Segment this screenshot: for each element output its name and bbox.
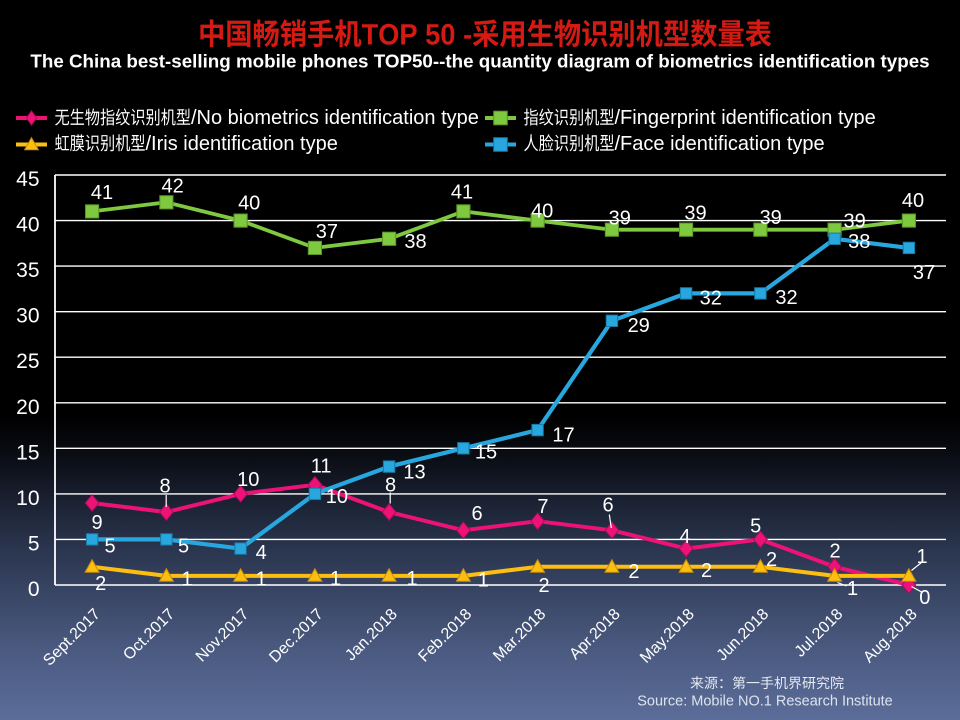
svg-text:11: 11	[311, 456, 332, 478]
svg-text:1: 1	[256, 568, 267, 590]
svg-text:29: 29	[628, 315, 650, 337]
svg-text:41: 41	[91, 182, 113, 204]
svg-text:39: 39	[843, 211, 865, 233]
svg-text:38: 38	[404, 231, 426, 253]
svg-text:1: 1	[181, 568, 192, 590]
svg-text:Dec.2017: Dec.2017	[266, 606, 327, 667]
svg-text:4: 4	[679, 526, 690, 548]
svg-text:Jan.2018: Jan.2018	[342, 606, 401, 665]
svg-text:10: 10	[237, 469, 259, 491]
svg-text:13: 13	[403, 462, 425, 484]
svg-text:0: 0	[28, 578, 40, 601]
svg-text:May.2018: May.2018	[637, 606, 698, 667]
svg-text:Source: Mobile NO.1 Research I: Source: Mobile NO.1 Research Institute	[637, 694, 892, 710]
svg-text:8: 8	[385, 475, 396, 497]
svg-text:39: 39	[684, 202, 706, 224]
svg-text:2: 2	[766, 549, 777, 571]
svg-text:7: 7	[537, 496, 548, 518]
svg-text:1: 1	[847, 578, 858, 600]
svg-text:2: 2	[701, 560, 712, 582]
svg-text:10: 10	[16, 487, 39, 510]
svg-text:45: 45	[16, 168, 39, 191]
svg-text:/Face identification type: /Face identification type	[615, 133, 825, 155]
svg-text:2: 2	[95, 573, 106, 595]
svg-text:6: 6	[471, 503, 482, 525]
svg-text:8: 8	[159, 476, 170, 498]
svg-text:40: 40	[531, 201, 553, 223]
svg-text:39: 39	[609, 208, 631, 230]
svg-text:9: 9	[91, 512, 102, 534]
svg-text:Aug.2018: Aug.2018	[860, 606, 921, 667]
svg-text:2: 2	[538, 575, 549, 597]
svg-text:The China best-selling mobile: The China best-selling mobile phones TOP…	[30, 51, 929, 72]
svg-text:41: 41	[451, 182, 473, 204]
svg-text:35: 35	[16, 259, 39, 282]
svg-text:37: 37	[913, 262, 935, 284]
svg-text:2: 2	[628, 561, 639, 583]
svg-text:1: 1	[917, 546, 928, 568]
svg-text:5: 5	[28, 532, 40, 555]
svg-text:5: 5	[178, 536, 189, 558]
svg-text:17: 17	[552, 424, 574, 446]
svg-text:Nov.2017: Nov.2017	[193, 606, 253, 666]
svg-text:Mar.2018: Mar.2018	[490, 606, 549, 665]
svg-text:/Fingerprint identification ty: /Fingerprint identification type	[615, 107, 876, 129]
svg-text:15: 15	[16, 441, 39, 464]
svg-text:6: 6	[602, 495, 613, 517]
svg-text:Feb.2018: Feb.2018	[415, 606, 475, 666]
svg-text:0: 0	[919, 587, 930, 609]
svg-text:1: 1	[406, 568, 417, 590]
svg-text:4: 4	[256, 542, 267, 564]
svg-text:40: 40	[16, 214, 39, 237]
svg-text:30: 30	[16, 305, 39, 328]
svg-text:15: 15	[475, 442, 497, 464]
svg-text:39: 39	[760, 207, 782, 229]
svg-text:5: 5	[104, 536, 115, 558]
svg-text:Apr.2018: Apr.2018	[566, 606, 623, 663]
svg-text:Jul.2018: Jul.2018	[792, 606, 847, 661]
svg-text:Sept.2017: Sept.2017	[40, 606, 104, 670]
svg-text:2: 2	[829, 541, 840, 563]
svg-text:40: 40	[238, 192, 260, 214]
svg-text:/No biometrics identification: /No biometrics identification type	[191, 107, 479, 129]
svg-text:5: 5	[750, 516, 761, 538]
svg-text:1: 1	[330, 568, 341, 590]
svg-text:25: 25	[16, 350, 39, 373]
svg-text:38: 38	[848, 231, 870, 253]
svg-text:32: 32	[775, 287, 797, 309]
svg-text:37: 37	[316, 221, 338, 243]
svg-text:/Iris identification type: /Iris identification type	[146, 133, 338, 155]
svg-text:20: 20	[16, 396, 39, 419]
svg-text:40: 40	[902, 190, 924, 212]
svg-text:Jun.2018: Jun.2018	[714, 606, 773, 665]
svg-text:1: 1	[478, 570, 489, 592]
svg-text:10: 10	[326, 486, 348, 508]
svg-text:32: 32	[700, 288, 722, 310]
svg-text:42: 42	[161, 176, 183, 198]
svg-text:Oct.2017: Oct.2017	[120, 606, 178, 664]
